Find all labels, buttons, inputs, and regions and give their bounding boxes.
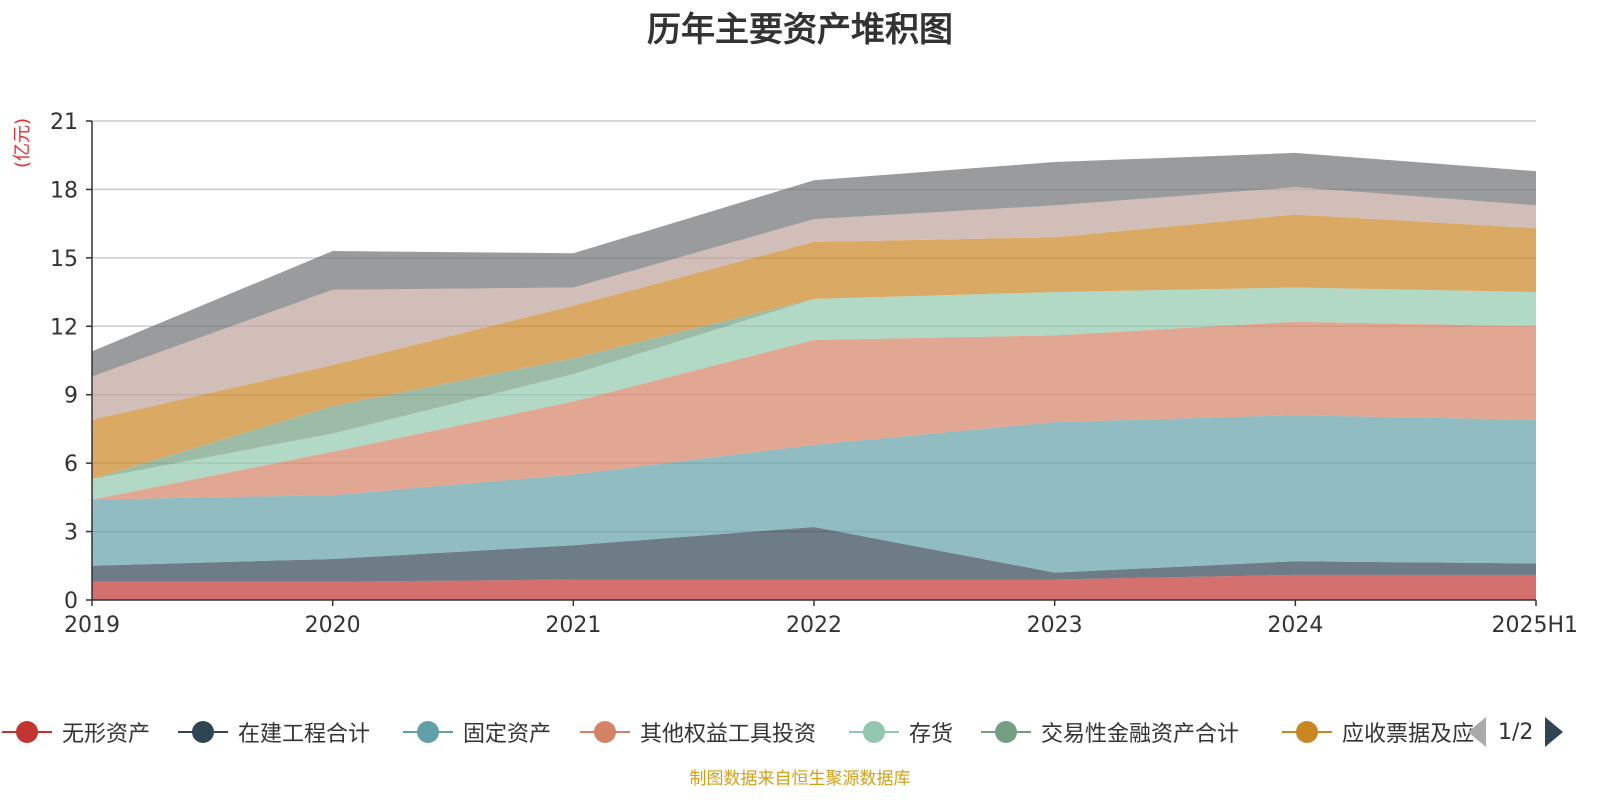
legend-item[interactable]: 存货: [849, 712, 953, 752]
area-series-9[interactable]: [92, 152, 1536, 377]
legend-item[interactable]: 固定资产: [403, 712, 551, 752]
legend-prev-page-icon[interactable]: [1468, 717, 1486, 747]
stacked-area-chart: 0 3 6 9 12 15 18 21 2019 2020 2021 2022 2023 2024 2025…: [12, 110, 1578, 638]
legend-marker-dot: [417, 721, 439, 743]
legend-marker-icon: [2, 712, 52, 752]
legend-marker-dot: [16, 721, 38, 743]
y-tick-label: 9: [64, 384, 78, 409]
legend-item[interactable]: 其他权益工具投资: [580, 712, 816, 752]
area-series-5[interactable]: [92, 287, 1536, 500]
area-series-2[interactable]: [92, 527, 1536, 582]
legend-label: 其他权益工具投资: [640, 722, 817, 747]
x-tick-label: 2021: [545, 613, 601, 638]
chart-legend: 无形资产 在建工程合计 固定资产 其他权益工具投资 存货 交易性金融资产合计 应收票据及应: [0, 712, 1600, 752]
chart-title: 历年主要资产堆积图: [647, 10, 953, 50]
y-tick-label: 6: [64, 452, 78, 477]
legend-label: 存货: [909, 722, 954, 747]
data-source-note: 制图数据来自恒生聚源数据库: [689, 769, 911, 789]
legend-marker-icon: [580, 712, 630, 752]
area-series-group: [92, 152, 1536, 600]
legend-marker-icon: [403, 712, 453, 752]
legend-label: 在建工程合计: [238, 722, 371, 747]
legend-marker-dot: [192, 721, 214, 743]
legend-marker-icon: [1282, 712, 1332, 752]
y-tick-label: 21: [50, 110, 78, 135]
y-tick-label: 0: [64, 589, 78, 614]
axes: 0 3 6 9 12 15 18 21 2019 2020 2021 2022 2023 2024 2025…: [50, 110, 1578, 638]
legend-label: 应收票据及应: [1342, 722, 1475, 747]
x-tick-label: 2020: [305, 613, 361, 638]
x-tick-label: 2025H1: [1491, 613, 1578, 638]
y-tick-label: 3: [64, 521, 78, 546]
area-series-8[interactable]: [92, 187, 1536, 420]
legend-label: 交易性金融资产合计: [1041, 722, 1240, 747]
legend-marker-icon: [178, 712, 228, 752]
legend-marker-dot: [1296, 721, 1318, 743]
legend-item[interactable]: 在建工程合计: [178, 712, 370, 752]
legend-pager: 1/2: [1468, 712, 1564, 752]
legend-next-page-icon[interactable]: [1545, 717, 1564, 747]
x-tick-label: 2024: [1267, 613, 1323, 638]
legend-label: 固定资产: [463, 722, 552, 747]
legend-marker-dot: [594, 721, 616, 743]
area-series-4[interactable]: [92, 321, 1536, 500]
legend-item[interactable]: 无形资产: [2, 712, 150, 752]
area-series-1[interactable]: [92, 574, 1536, 600]
legend-marker-icon: [981, 712, 1031, 752]
area-series-3[interactable]: [92, 415, 1536, 573]
legend-marker-icon: [849, 712, 899, 752]
legend-item[interactable]: 应收票据及应: [1282, 712, 1474, 752]
x-tick-label: 2019: [64, 613, 120, 638]
y-tick-label: 18: [50, 178, 78, 203]
y-tick-label: 15: [50, 247, 78, 272]
legend-marker-dot: [995, 721, 1017, 743]
y-axis-unit-label: (亿元): [12, 118, 33, 168]
x-tick-label: 2023: [1027, 613, 1083, 638]
area-series-7[interactable]: [92, 214, 1536, 480]
legend-label: 无形资产: [62, 722, 151, 747]
y-tick-label: 12: [50, 315, 78, 340]
legend-page-indicator: 1/2: [1498, 719, 1534, 745]
legend-item[interactable]: 交易性金融资产合计: [981, 712, 1239, 752]
x-tick-label: 2022: [786, 613, 842, 638]
legend-marker-dot: [863, 721, 885, 743]
